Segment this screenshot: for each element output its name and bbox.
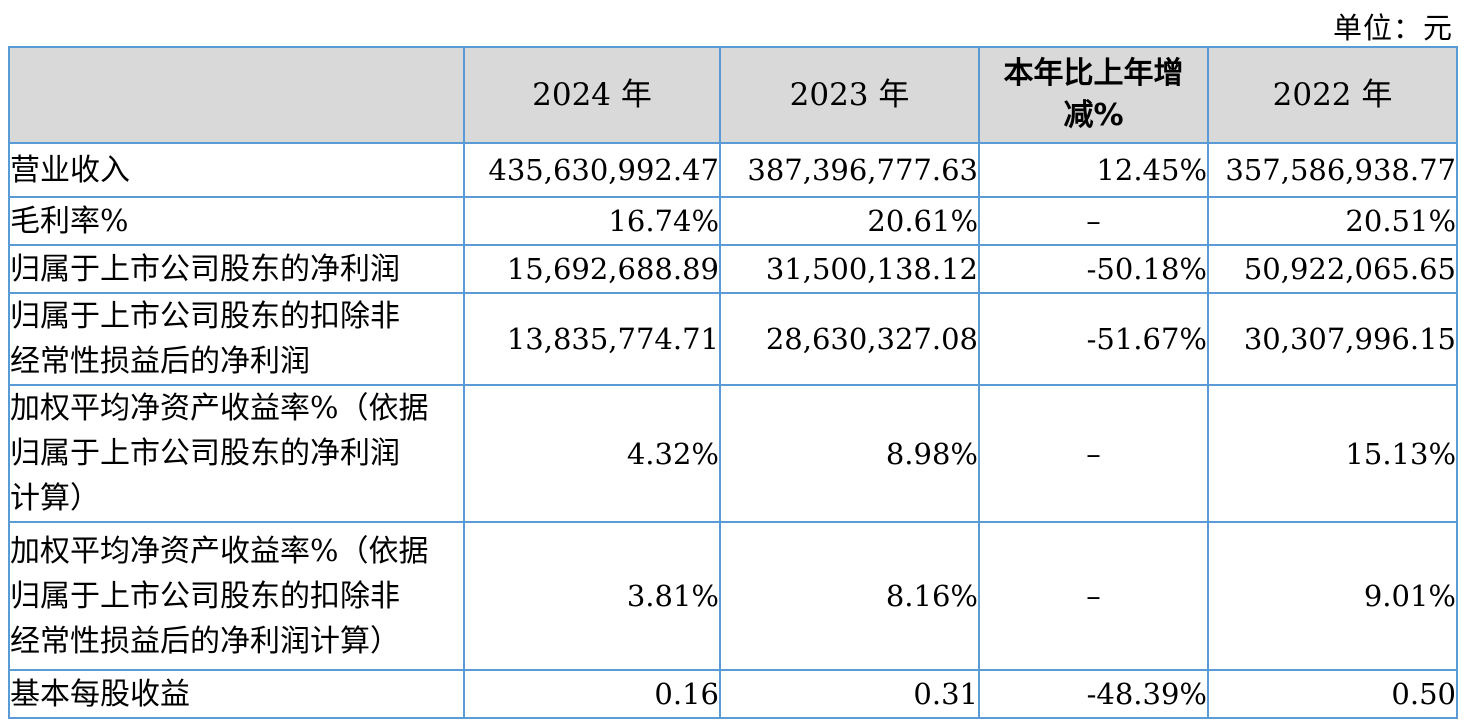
- table-row-weighted-roe-excl-nonrecurring: 加权平均净资产收益率%（依据 归属于上市公司股东的扣除非 经常性损益后的净利润计…: [8, 521, 1458, 671]
- row-label: 归属于上市公司股东的净利润: [8, 244, 465, 294]
- value-cell-2023: 31,500,138.12: [719, 244, 980, 294]
- value-cell-2023: 20.61%: [719, 196, 980, 246]
- column-header-2022: 2022 年: [1207, 46, 1458, 144]
- row-label: 加权平均净资产收益率%（依据 归属于上市公司股东的净利润 计算）: [8, 384, 465, 523]
- value-cell-2022: 0.50: [1207, 669, 1458, 719]
- value-cell-change: –: [978, 196, 1209, 246]
- value-cell-change: -48.39%: [978, 669, 1209, 719]
- value-cell-2024: 16.74%: [463, 196, 721, 246]
- value-cell-2024: 13,835,774.71: [463, 292, 721, 386]
- unit-label: 单位：元: [1332, 11, 1453, 45]
- table-row-net-profit-excl-nonrecurring: 归属于上市公司股东的扣除非 经常性损益后的净利润 13,835,774.71 2…: [8, 292, 1458, 386]
- value-cell-2022: 20.51%: [1207, 196, 1458, 246]
- value-cell-2024: 15,692,688.89: [463, 244, 721, 294]
- column-header-2024: 2024 年: [463, 46, 721, 144]
- value-cell-2024: 435,630,992.47: [463, 142, 721, 198]
- value-cell-2023: 0.31: [719, 669, 980, 719]
- value-cell-change: –: [978, 521, 1209, 671]
- value-cell-2023: 8.98%: [719, 384, 980, 523]
- row-label: 加权平均净资产收益率%（依据 归属于上市公司股东的扣除非 经常性损益后的净利润计…: [8, 521, 465, 671]
- row-label: 毛利率%: [8, 196, 465, 246]
- value-cell-2024: 4.32%: [463, 384, 721, 523]
- financial-summary-table: 2024 年 2023 年 本年比上年增 减% 2022 年 营业收入 435,…: [8, 46, 1458, 719]
- value-cell-change: –: [978, 384, 1209, 523]
- column-header-blank: [8, 46, 465, 144]
- value-cell-2022: 50,922,065.65: [1207, 244, 1458, 294]
- table-row-net-profit: 归属于上市公司股东的净利润 15,692,688.89 31,500,138.1…: [8, 244, 1458, 294]
- value-cell-2024: 3.81%: [463, 521, 721, 671]
- row-label: 营业收入: [8, 142, 465, 198]
- value-cell-change: -50.18%: [978, 244, 1209, 294]
- column-header-2023: 2023 年: [719, 46, 980, 144]
- value-cell-2024: 0.16: [463, 669, 721, 719]
- value-cell-2022: 30,307,996.15: [1207, 292, 1458, 386]
- value-cell-2023: 387,396,777.63: [719, 142, 980, 198]
- row-label: 归属于上市公司股东的扣除非 经常性损益后的净利润: [8, 292, 465, 386]
- column-header-yoy-change: 本年比上年增 减%: [978, 46, 1209, 144]
- value-cell-2022: 9.01%: [1207, 521, 1458, 671]
- table-row-operating-revenue: 营业收入 435,630,992.47 387,396,777.63 12.45…: [8, 142, 1458, 198]
- row-label: 基本每股收益: [8, 669, 465, 719]
- table-row-weighted-roe: 加权平均净资产收益率%（依据 归属于上市公司股东的净利润 计算） 4.32% 8…: [8, 384, 1458, 523]
- value-cell-2022: 357,586,938.77: [1207, 142, 1458, 198]
- value-cell-2023: 8.16%: [719, 521, 980, 671]
- table-row-gross-margin: 毛利率% 16.74% 20.61% – 20.51%: [8, 196, 1458, 246]
- value-cell-2023: 28,630,327.08: [719, 292, 980, 386]
- table-row-basic-eps: 基本每股收益 0.16 0.31 -48.39% 0.50: [8, 669, 1458, 719]
- value-cell-change: 12.45%: [978, 142, 1209, 198]
- table-header-row: 2024 年 2023 年 本年比上年增 减% 2022 年: [8, 46, 1458, 144]
- value-cell-2022: 15.13%: [1207, 384, 1458, 523]
- value-cell-change: -51.67%: [978, 292, 1209, 386]
